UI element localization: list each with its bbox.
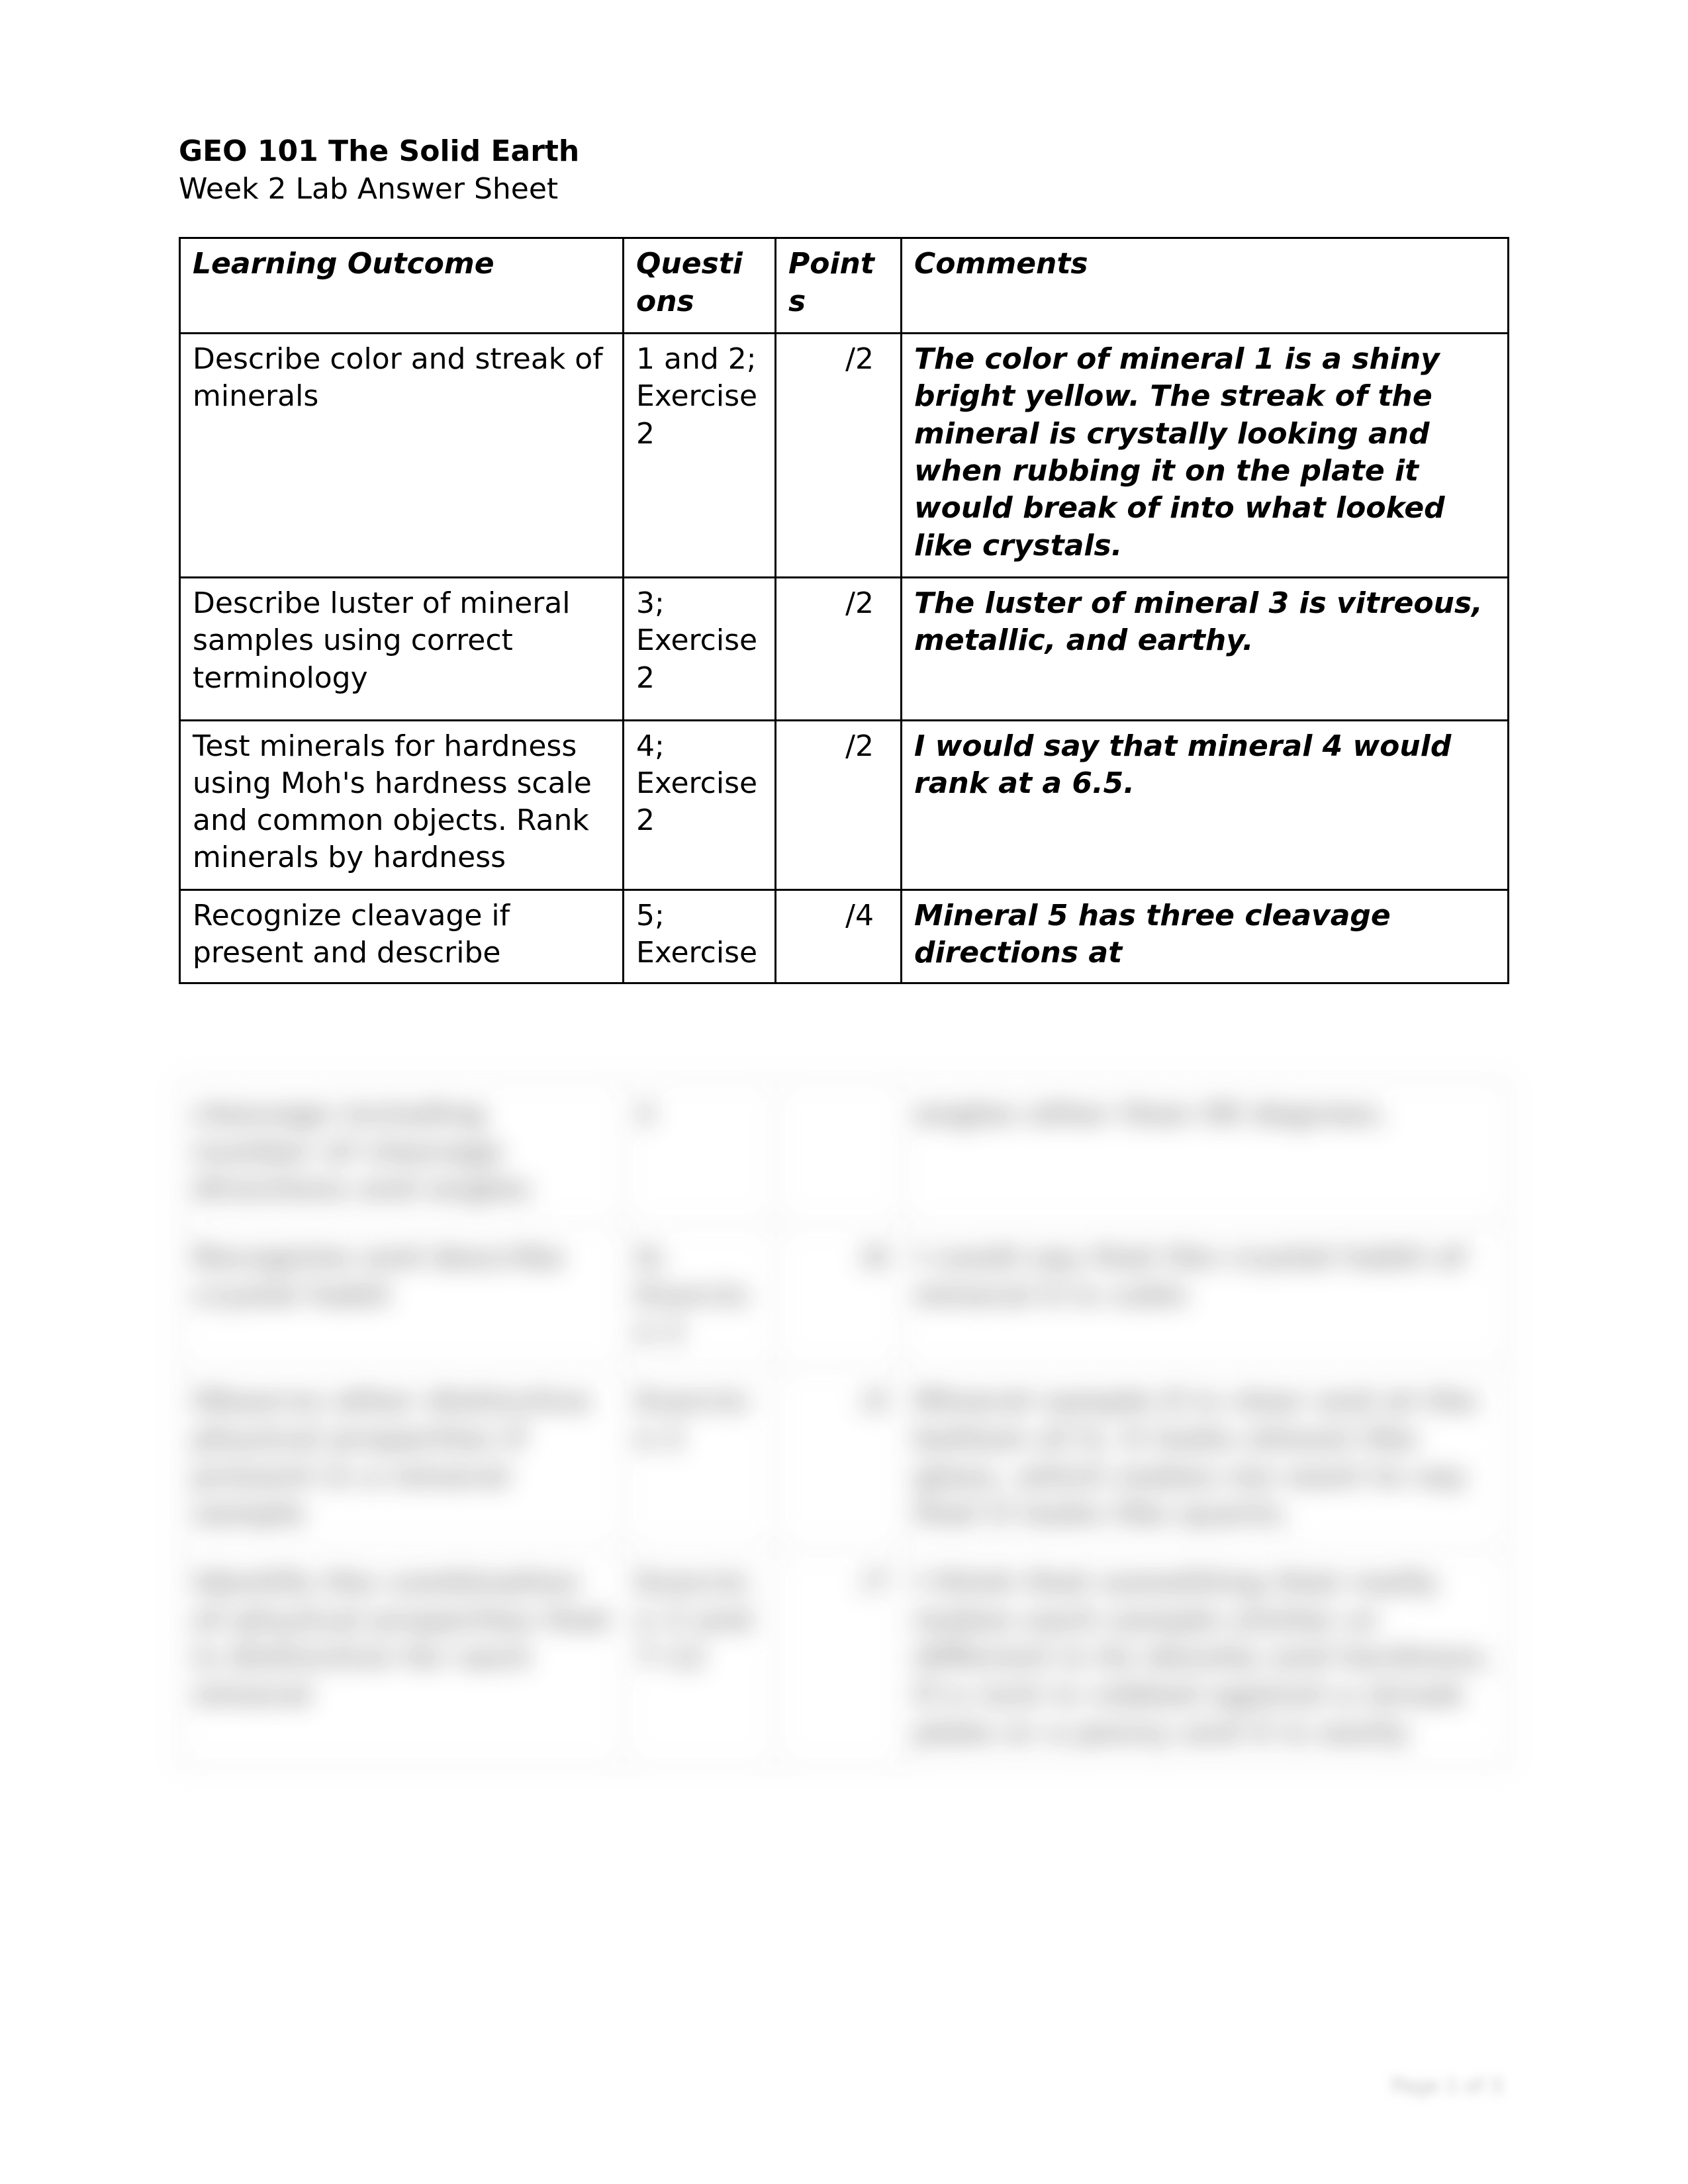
- course-title: GEO 101 The Solid Earth: [179, 132, 1509, 170]
- answer-table: Learning Outcome Questions Points Commen…: [179, 237, 1509, 983]
- blurred-table: cleavage including number of cleavage di…: [179, 1079, 1509, 1768]
- blurred-preview-region: cleavage including number of cleavage di…: [179, 1079, 1509, 2045]
- sheet-subtitle: Week 2 Lab Answer Sheet: [179, 170, 1509, 208]
- cell-outcome: Test minerals for hardness using Moh's h…: [180, 720, 624, 889]
- cell-questions: 3; Exercise 2: [624, 577, 776, 720]
- cell-points: /4: [776, 889, 902, 983]
- cell-questions: 6; Exercise 2: [624, 1224, 776, 1367]
- col-comments: Comments: [902, 238, 1509, 334]
- col-questions: Questions: [624, 238, 776, 334]
- cell-comments: The luster of mineral 3 is vitreous, met…: [902, 577, 1509, 720]
- cell-outcome: cleavage including number of cleavage di…: [180, 1080, 624, 1224]
- cell-questions-text: 5; Exercise: [636, 897, 763, 970]
- cell-outcome-text: Recognize cleavage if present and descri…: [193, 897, 610, 970]
- cell-questions: 1 and 2; Exercise 2: [624, 334, 776, 578]
- page-footer: Page 1 of 3: [1391, 2075, 1503, 2098]
- cell-comments: I could say that the crystal habit of mi…: [902, 1224, 1509, 1367]
- cell-outcome: Recognize cleavage if present and descri…: [180, 889, 624, 983]
- table-row: Describe luster of mineral samples using…: [180, 577, 1509, 720]
- table-row: Describe color and streak of minerals 1 …: [180, 334, 1509, 578]
- table-row: Recognize and describe crystal habit 6; …: [180, 1224, 1509, 1367]
- cell-outcome: Observe other distinctive physical prope…: [180, 1367, 624, 1549]
- table-row: Recognize cleavage if present and descri…: [180, 889, 1509, 983]
- col-outcome: Learning Outcome: [180, 238, 624, 334]
- cell-points: [776, 1080, 902, 1224]
- page: GEO 101 The Solid Earth Week 2 Lab Answe…: [0, 0, 1688, 984]
- cell-questions: Exercise 3 and 7-12: [624, 1548, 776, 1766]
- col-points: Points: [776, 238, 902, 334]
- cell-outcome: Recognize and describe crystal habit: [180, 1224, 624, 1367]
- cell-outcome: Identify the combination of physical pro…: [180, 1548, 624, 1766]
- cell-comments: Mineral sample 8 is clear and at the bot…: [902, 1367, 1509, 1549]
- cell-comments: I would say that mineral 4 would rank at…: [902, 720, 1509, 889]
- cell-comments-text: Mineral 5 has three cleavage directions …: [914, 897, 1495, 970]
- table-row: Observe other distinctive physical prope…: [180, 1367, 1509, 1549]
- cell-points: /2: [776, 577, 902, 720]
- cell-points: /2: [776, 720, 902, 889]
- cell-points: /2: [776, 334, 902, 578]
- cell-outcome: Describe color and streak of minerals: [180, 334, 624, 578]
- cell-points: /6: [776, 1224, 902, 1367]
- cell-points: /7: [776, 1548, 902, 1766]
- table-row: cleavage including number of cleavage di…: [180, 1080, 1509, 1224]
- table-row: Identify the combination of physical pro…: [180, 1548, 1509, 1766]
- cell-comments: The color of mineral 1 is a shiny bright…: [902, 334, 1509, 578]
- cell-outcome: Describe luster of mineral samples using…: [180, 577, 624, 720]
- cell-questions: 2: [624, 1080, 776, 1224]
- cell-points: /2: [776, 1367, 902, 1549]
- table-header-row: Learning Outcome Questions Points Commen…: [180, 238, 1509, 334]
- cell-questions: 4; Exercise 2: [624, 720, 776, 889]
- cell-comments: angles other than 90 degrees.: [902, 1080, 1509, 1224]
- cell-points-text: /4: [788, 897, 874, 970]
- table-row: Test minerals for hardness using Moh's h…: [180, 720, 1509, 889]
- cell-questions: Exercise 2: [624, 1367, 776, 1549]
- cell-comments: Mineral 5 has three cleavage directions …: [902, 889, 1509, 983]
- cell-questions: 5; Exercise: [624, 889, 776, 983]
- cell-comments: I think that something that really makes…: [902, 1548, 1509, 1766]
